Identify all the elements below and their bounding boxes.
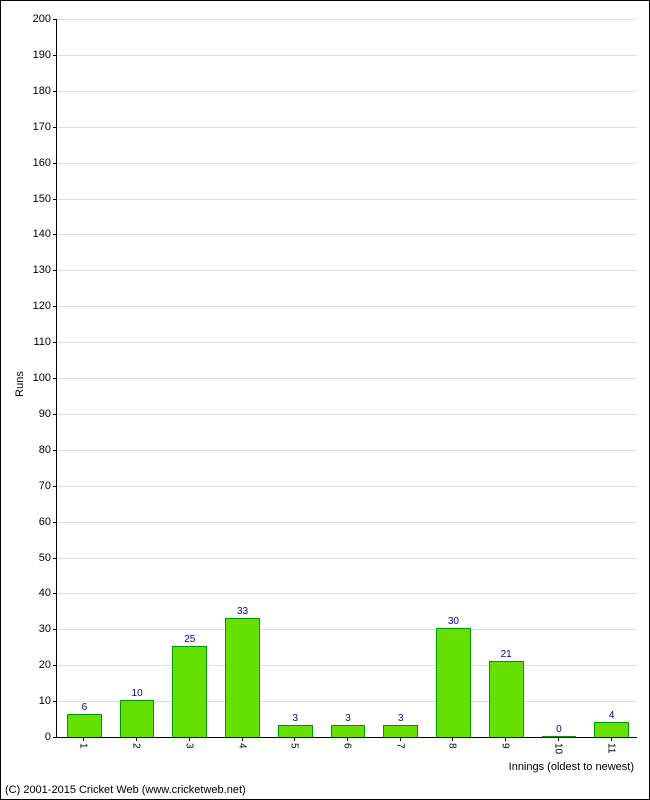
grid-line — [57, 414, 637, 415]
y-tick-label: 120 — [33, 300, 57, 312]
x-tick-mark — [400, 737, 401, 741]
y-axis-title: Runs — [14, 371, 26, 397]
y-tick-label: 110 — [33, 336, 57, 348]
copyright-text: (C) 2001-2015 Cricket Web (www.cricketwe… — [5, 784, 246, 796]
y-tick-label: 90 — [39, 408, 57, 420]
grid-line — [57, 306, 637, 307]
grid-line — [57, 593, 637, 594]
grid-line — [57, 665, 637, 666]
x-axis-title: Innings (oldest to newest) — [509, 761, 634, 773]
bar: 3 — [331, 725, 366, 737]
grid-line — [57, 270, 637, 271]
bar: 0 — [542, 736, 577, 737]
x-tick-mark — [83, 737, 84, 741]
bar-value-label: 25 — [184, 634, 195, 647]
x-tick-label: 2 — [131, 743, 142, 749]
bar: 6 — [67, 714, 102, 737]
bar-value-label: 21 — [501, 649, 512, 662]
y-tick-label: 200 — [33, 13, 57, 25]
x-tick-mark — [611, 737, 612, 741]
grid-line — [57, 234, 637, 235]
x-tick-label: 4 — [236, 743, 247, 749]
x-tick-label: 1 — [78, 743, 89, 749]
x-tick-label: 6 — [342, 743, 353, 749]
x-tick-mark — [242, 737, 243, 741]
y-tick-label: 130 — [33, 264, 57, 276]
grid-line — [57, 91, 637, 92]
grid-line — [57, 486, 637, 487]
bar-value-label: 33 — [237, 606, 248, 619]
y-tick-label: 100 — [33, 372, 57, 384]
x-tick-mark — [294, 737, 295, 741]
x-tick-label: 8 — [447, 743, 458, 749]
y-tick-label: 10 — [39, 695, 57, 707]
grid-line — [57, 558, 637, 559]
y-tick-label: 170 — [33, 121, 57, 133]
bar: 25 — [172, 646, 207, 737]
x-tick-mark — [347, 737, 348, 741]
bar-value-label: 3 — [345, 713, 351, 726]
grid-line — [57, 629, 637, 630]
grid-line — [57, 55, 637, 56]
grid-line — [57, 450, 637, 451]
grid-line — [57, 163, 637, 164]
bar-value-label: 3 — [292, 713, 298, 726]
y-tick-label: 190 — [33, 49, 57, 61]
y-tick-label: 20 — [39, 659, 57, 671]
x-tick-mark — [189, 737, 190, 741]
plot-area: 0102030405060708090100110120130140150160… — [56, 19, 637, 738]
y-tick-label: 180 — [33, 85, 57, 97]
bar-value-label: 6 — [82, 702, 88, 715]
grid-line — [57, 199, 637, 200]
x-tick-mark — [558, 737, 559, 741]
grid-line — [57, 342, 637, 343]
bar-value-label: 30 — [448, 616, 459, 629]
y-tick-label: 150 — [33, 193, 57, 205]
grid-line — [57, 522, 637, 523]
bar-value-label: 10 — [132, 688, 143, 701]
bar: 4 — [594, 722, 629, 737]
y-tick-label: 60 — [39, 516, 57, 528]
y-tick-label: 70 — [39, 480, 57, 492]
x-tick-mark — [505, 737, 506, 741]
y-tick-label: 140 — [33, 228, 57, 240]
bar: 33 — [225, 618, 260, 737]
bar: 21 — [489, 661, 524, 737]
y-tick-label: 0 — [45, 731, 57, 743]
bar: 3 — [383, 725, 418, 737]
grid-line — [57, 19, 637, 20]
bar: 30 — [436, 628, 471, 737]
chart-container: 0102030405060708090100110120130140150160… — [0, 0, 650, 800]
x-tick-mark — [136, 737, 137, 741]
x-tick-label: 11 — [605, 743, 616, 753]
grid-line — [57, 378, 637, 379]
grid-line — [57, 127, 637, 128]
y-tick-label: 50 — [39, 552, 57, 564]
x-tick-label: 9 — [500, 743, 511, 749]
y-tick-label: 160 — [33, 157, 57, 169]
x-tick-label: 7 — [394, 743, 405, 749]
bar-value-label: 0 — [556, 724, 562, 737]
bar-value-label: 4 — [609, 710, 615, 723]
y-tick-label: 80 — [39, 444, 57, 456]
bar: 3 — [278, 725, 313, 737]
y-tick-label: 40 — [39, 587, 57, 599]
x-tick-label: 5 — [289, 743, 300, 749]
x-tick-label: 3 — [183, 743, 194, 749]
bar: 10 — [120, 700, 155, 737]
x-tick-label: 10 — [552, 743, 563, 754]
y-tick-label: 30 — [39, 623, 57, 635]
bar-value-label: 3 — [398, 713, 404, 726]
x-tick-mark — [452, 737, 453, 741]
